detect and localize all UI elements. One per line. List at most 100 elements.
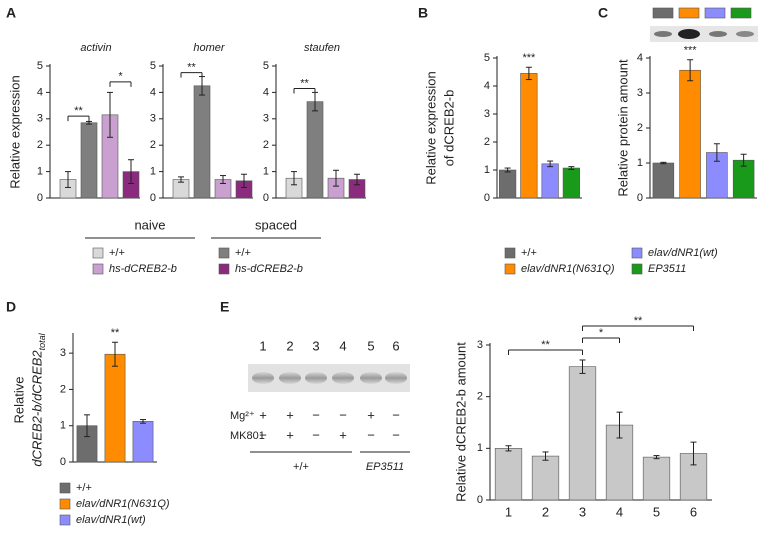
error-bar <box>65 171 71 188</box>
blot-band <box>736 31 754 37</box>
y-tick-label: 0 <box>150 192 156 204</box>
legend-swatch <box>92 247 104 259</box>
row-sign: + <box>367 407 375 422</box>
y-tick-label: 3 <box>37 113 43 125</box>
bar <box>520 73 538 199</box>
x-tick-label: 4 <box>616 504 623 519</box>
subplot-title: staufen <box>304 42 340 54</box>
y-tick-label: 2 <box>37 139 43 151</box>
y-tick-label: 0 <box>60 456 66 468</box>
genotype-label: +/+ <box>293 461 309 473</box>
bar <box>104 353 126 463</box>
y-tick-label: 4 <box>263 86 269 98</box>
group-label: naive <box>134 217 165 232</box>
error-bar <box>653 455 660 460</box>
error-bar <box>107 91 113 138</box>
bar <box>499 169 517 199</box>
legend-swatch <box>218 263 230 275</box>
panel-letter: B <box>418 5 428 21</box>
legend-swatch <box>218 247 230 259</box>
row-sign: − <box>312 427 320 442</box>
legend-label: +/+ <box>109 247 125 259</box>
bar <box>541 163 559 199</box>
y-tick-label: 4 <box>637 52 643 64</box>
y-tick-label: 0 <box>263 192 269 204</box>
error-bar <box>505 445 512 452</box>
y-axis-label: Relative expression <box>423 71 438 184</box>
lane-label: 1 <box>259 338 266 353</box>
error-bar <box>687 59 694 82</box>
bar <box>531 455 560 501</box>
error-bar <box>140 419 146 424</box>
error-bar <box>178 176 184 183</box>
x-tick-label: 5 <box>653 504 660 519</box>
bar <box>568 366 597 501</box>
y-tick-label: 1 <box>150 166 156 178</box>
row-label: Mg²⁺ <box>230 410 255 422</box>
error-bar <box>542 451 549 461</box>
legend-swatch <box>59 498 71 510</box>
blot-image <box>248 364 410 392</box>
significance: ** <box>634 315 643 327</box>
bar <box>132 421 154 463</box>
blot-band <box>709 31 727 37</box>
error-bar <box>220 175 226 184</box>
error-bar <box>690 441 697 466</box>
legend-label: hs-dCREB2-b <box>109 263 177 275</box>
y-tick-label: 5 <box>37 60 43 72</box>
bar <box>193 85 211 199</box>
y-tick-label: 3 <box>477 339 483 351</box>
y-axis-label: Relative <box>11 377 26 424</box>
y-tick-label: 3 <box>637 87 643 99</box>
y-tick-label: 1 <box>60 420 66 432</box>
legend-swatch <box>504 247 516 259</box>
y-tick-label: 1 <box>637 157 643 169</box>
blot-band <box>332 372 354 384</box>
y-tick-label: 1 <box>263 166 269 178</box>
error-bar <box>291 171 297 186</box>
y-axis-label: of dCREB2-b <box>441 90 456 167</box>
blot-band <box>252 372 274 384</box>
significance: ** <box>74 105 83 117</box>
blot-band <box>678 29 700 39</box>
row-sign: − <box>392 427 400 442</box>
legend-label: elav/dNR1(N631Q) <box>76 498 170 510</box>
significance: *** <box>522 52 536 64</box>
y-tick-label: 3 <box>150 113 156 125</box>
significance: ** <box>187 62 196 74</box>
subplot-title: homer <box>193 42 226 54</box>
y-tick-label: 2 <box>477 391 483 403</box>
legend-label: hs-dCREB2-b <box>235 263 303 275</box>
significance: ** <box>541 339 550 351</box>
color-key <box>652 7 674 19</box>
panel-letter: A <box>6 5 16 21</box>
significance: ** <box>111 327 120 339</box>
y-axis-label: dCREB2-b/dCREB2total <box>29 332 47 466</box>
row-sign: + <box>286 407 294 422</box>
y-axis-label: Relative protein amount <box>615 59 630 197</box>
legend-label: elav/dNR1(wt) <box>76 514 146 526</box>
y-tick-label: 2 <box>263 139 269 151</box>
error-bar <box>568 166 575 170</box>
y-tick-label: 3 <box>484 108 490 120</box>
group-label: spaced <box>255 217 297 232</box>
y-tick-label: 0 <box>477 494 483 506</box>
row-label: MK801 <box>230 430 265 442</box>
bar <box>562 167 580 199</box>
bar <box>494 448 523 501</box>
lane-label: 6 <box>392 338 399 353</box>
y-tick-label: 0 <box>37 192 43 204</box>
error-bar <box>616 411 623 439</box>
legend-swatch <box>59 482 71 494</box>
error-bar <box>660 161 667 165</box>
error-bar <box>333 169 339 187</box>
panel-letter: D <box>6 299 16 315</box>
panel-letter: E <box>220 299 229 315</box>
error-bar <box>354 173 360 186</box>
error-bar <box>86 120 92 125</box>
blot-band <box>385 372 407 384</box>
y-tick-label: 5 <box>263 60 269 72</box>
y-axis-label: Relative dCREB2-b amount <box>453 342 468 502</box>
y-axis-label: Relative expression <box>7 75 22 188</box>
